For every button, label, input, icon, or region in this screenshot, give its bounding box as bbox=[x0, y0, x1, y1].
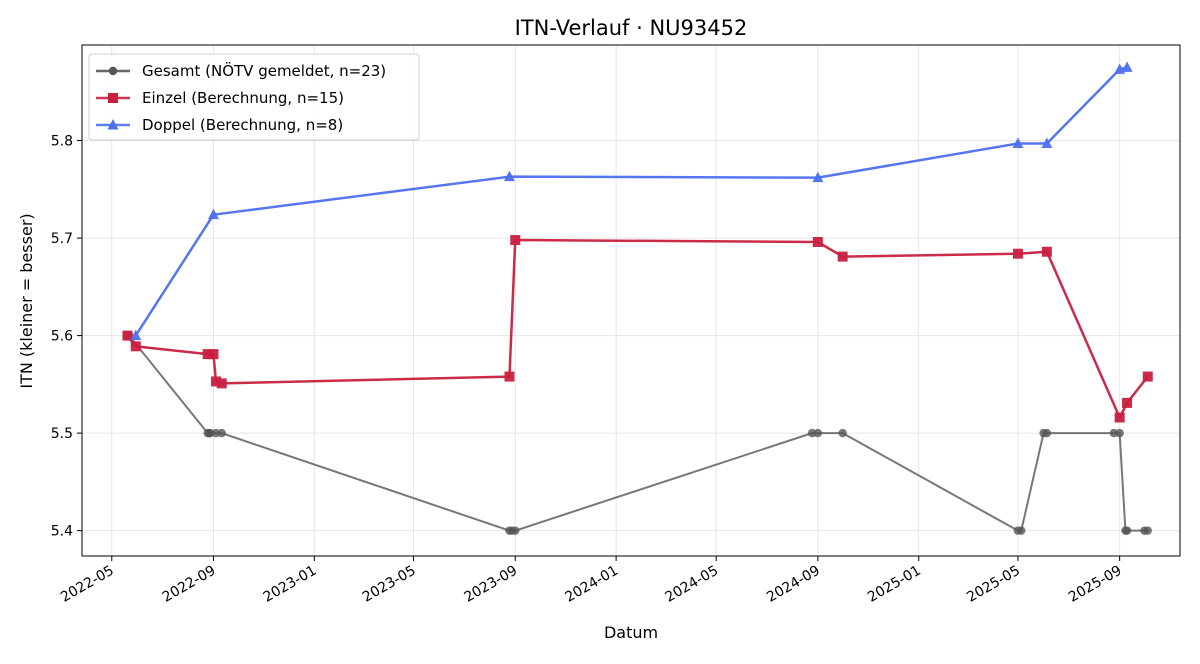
data-point bbox=[202, 349, 213, 360]
y-tick-label: 5.6 bbox=[51, 329, 73, 345]
y-axis-label: ITN (kleiner = besser) bbox=[17, 213, 36, 388]
grid bbox=[82, 45, 1180, 556]
series-1 bbox=[123, 331, 1152, 535]
x-tick-label: 2024-09 bbox=[764, 563, 823, 606]
data-point bbox=[1143, 526, 1152, 535]
x-tick-label: 2025-09 bbox=[1066, 563, 1125, 606]
data-point bbox=[208, 349, 219, 360]
data-point bbox=[130, 329, 142, 341]
data-point bbox=[504, 371, 515, 382]
data-point bbox=[1041, 246, 1052, 257]
data-point bbox=[1017, 526, 1026, 535]
y-axis: 5.4 5.5 5.6 5.7 5.8 bbox=[51, 134, 82, 540]
legend-item: Doppel (Berechnung, n=8) bbox=[96, 116, 343, 134]
series-3 bbox=[130, 61, 1133, 341]
legend-label: Doppel (Berechnung, n=8) bbox=[142, 116, 343, 134]
data-point bbox=[503, 170, 515, 182]
x-tick-label: 2022-09 bbox=[160, 563, 219, 606]
data-point bbox=[1115, 428, 1124, 438]
data-point bbox=[1109, 428, 1119, 438]
legend-item: Gesamt (NÖTV gemeldet, n=23) bbox=[96, 61, 386, 80]
data-point bbox=[122, 330, 133, 341]
series-2 bbox=[122, 235, 1153, 423]
x-tick-label: 2025-05 bbox=[964, 563, 1023, 606]
data-point bbox=[838, 428, 847, 438]
plot-frame bbox=[81, 44, 1181, 557]
legend-marker bbox=[107, 119, 119, 130]
data-point bbox=[1142, 371, 1153, 382]
series-line bbox=[134, 66, 1128, 337]
data-point bbox=[510, 235, 521, 246]
series-line bbox=[126, 238, 1149, 419]
data-point bbox=[1114, 412, 1125, 423]
y-tick-label: 5.4 bbox=[51, 524, 73, 540]
legend: Gesamt (NÖTV gemeldet, n=23) Einzel (Bere… bbox=[88, 53, 420, 141]
data-point bbox=[807, 428, 817, 438]
legend-item: Einzel (Berechnung, n=15) bbox=[96, 89, 344, 107]
legend-marker bbox=[108, 93, 118, 103]
x-tick-label: 2024-05 bbox=[662, 563, 721, 606]
data-point bbox=[216, 378, 227, 389]
data-point bbox=[1012, 137, 1024, 148]
data-point bbox=[1012, 248, 1023, 259]
y-tick-label: 5.8 bbox=[51, 134, 73, 150]
data-point bbox=[812, 171, 824, 183]
legend-marker bbox=[108, 66, 118, 76]
legend-label: Einzel (Berechnung, n=15) bbox=[142, 89, 344, 107]
data-point bbox=[837, 251, 848, 262]
x-tick-label: 2024-01 bbox=[562, 563, 621, 606]
data-point bbox=[1122, 397, 1133, 408]
y-tick-label: 5.7 bbox=[51, 231, 73, 247]
legend-box bbox=[88, 53, 420, 141]
x-tick-label: 2023-05 bbox=[360, 563, 419, 606]
data-point bbox=[211, 428, 221, 438]
x-tick-label: 2022-05 bbox=[58, 563, 117, 606]
data-point bbox=[812, 236, 823, 247]
data-point bbox=[813, 428, 823, 438]
data-point bbox=[1122, 526, 1132, 535]
data-point bbox=[217, 428, 226, 438]
data-point bbox=[1121, 61, 1133, 72]
series-layer bbox=[122, 61, 1153, 535]
x-axis-label: Datum bbox=[604, 623, 658, 642]
y-tick-label: 5.5 bbox=[51, 426, 73, 442]
data-point bbox=[205, 428, 215, 438]
x-axis: 2022-05 2022-09 2023-01 2023-05 2023-09 2024-… bbox=[58, 556, 1125, 606]
data-point bbox=[1042, 428, 1052, 438]
data-point bbox=[207, 208, 219, 220]
x-tick-label: 2023-01 bbox=[261, 563, 320, 606]
x-tick-label: 2023-09 bbox=[462, 563, 521, 606]
x-tick-label: 2025-01 bbox=[865, 563, 924, 606]
chart-title: ITN-Verlauf · NU93452 bbox=[515, 16, 748, 40]
data-point bbox=[511, 526, 520, 535]
legend-label: Gesamt (NÖTV gemeldet, n=23) bbox=[142, 61, 386, 80]
data-point bbox=[210, 376, 221, 387]
data-point bbox=[1041, 137, 1053, 148]
data-point bbox=[130, 341, 141, 352]
